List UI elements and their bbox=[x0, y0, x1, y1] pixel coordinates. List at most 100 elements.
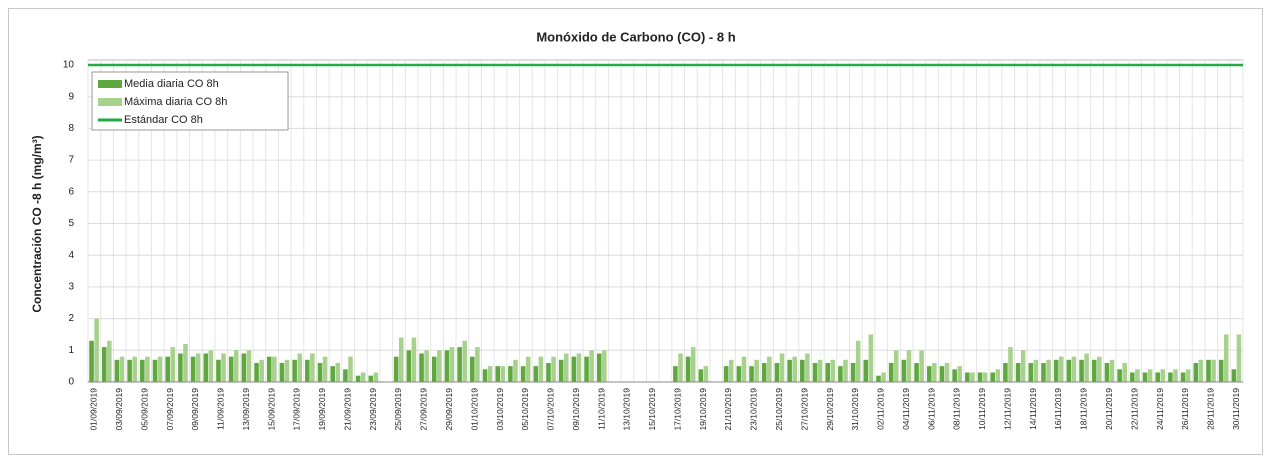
bar bbox=[1198, 359, 1204, 382]
x-tick-label: 13/09/2019 bbox=[241, 388, 251, 431]
bar bbox=[1015, 362, 1021, 382]
bar bbox=[817, 359, 823, 382]
bar bbox=[1218, 359, 1224, 382]
bar bbox=[437, 350, 442, 382]
bar bbox=[538, 356, 544, 382]
bar bbox=[749, 366, 754, 382]
bar bbox=[1041, 362, 1046, 382]
bar bbox=[145, 356, 150, 382]
bar bbox=[431, 356, 437, 382]
bar bbox=[792, 356, 797, 382]
x-tick-label: 03/10/2019 bbox=[495, 388, 505, 431]
x-tick-label: 31/10/2019 bbox=[850, 388, 860, 431]
bar bbox=[1071, 356, 1077, 382]
bar bbox=[893, 350, 899, 382]
bar bbox=[698, 369, 704, 382]
x-tick-label: 07/10/2019 bbox=[546, 388, 556, 431]
x-tick-label: 15/09/2019 bbox=[266, 388, 276, 431]
bar bbox=[355, 375, 361, 382]
bar bbox=[475, 347, 480, 382]
bar bbox=[1109, 359, 1115, 382]
bar bbox=[825, 362, 830, 382]
bar bbox=[919, 350, 924, 382]
bar bbox=[322, 356, 328, 382]
bar bbox=[482, 369, 488, 382]
bar bbox=[203, 353, 209, 382]
bar bbox=[1193, 362, 1199, 382]
bar bbox=[348, 356, 353, 382]
bar bbox=[1020, 350, 1026, 382]
bar bbox=[449, 347, 455, 382]
bar bbox=[558, 359, 564, 382]
bar bbox=[1180, 372, 1186, 382]
x-tick-label: 16/11/2019 bbox=[1053, 388, 1063, 430]
bar bbox=[876, 375, 881, 382]
bar bbox=[602, 350, 607, 382]
x-tick-label: 28/11/2019 bbox=[1206, 388, 1216, 430]
bar bbox=[279, 362, 285, 382]
bar bbox=[1122, 362, 1127, 382]
x-tick-label: 27/10/2019 bbox=[799, 388, 809, 431]
x-tick-label: 17/09/2019 bbox=[292, 388, 302, 431]
bar bbox=[1185, 369, 1191, 382]
bar bbox=[995, 369, 1001, 382]
y-tick-label: 4 bbox=[68, 250, 74, 261]
bar bbox=[1104, 362, 1110, 382]
x-tick-label: 13/10/2019 bbox=[622, 388, 632, 431]
bar bbox=[571, 356, 577, 382]
bar bbox=[1079, 359, 1084, 382]
bar bbox=[508, 366, 513, 382]
bar bbox=[393, 356, 399, 382]
bar bbox=[1223, 334, 1229, 382]
x-tick-label: 19/09/2019 bbox=[317, 388, 327, 431]
bar bbox=[576, 353, 582, 382]
bar bbox=[868, 334, 874, 382]
bar bbox=[114, 359, 120, 382]
bar bbox=[728, 359, 734, 382]
x-tick-label: 20/11/2019 bbox=[1104, 388, 1114, 430]
y-axis-label: Concentración CO -8 h (mg/m³) bbox=[30, 135, 44, 312]
x-tick-label: 29/09/2019 bbox=[444, 388, 454, 431]
bar bbox=[888, 362, 894, 382]
bar bbox=[1160, 369, 1166, 382]
bar bbox=[1211, 359, 1216, 382]
x-tick-label: 07/09/2019 bbox=[165, 388, 175, 431]
bar bbox=[690, 347, 696, 382]
bar bbox=[1033, 359, 1039, 382]
x-tick-label: 24/11/2019 bbox=[1155, 388, 1165, 430]
x-tick-label: 18/11/2019 bbox=[1079, 388, 1089, 430]
bar bbox=[881, 372, 886, 382]
bar bbox=[1058, 356, 1064, 382]
bar bbox=[723, 366, 729, 382]
legend-label: Media diaria CO 8h bbox=[124, 78, 219, 90]
bar bbox=[525, 356, 531, 382]
bar bbox=[190, 356, 196, 382]
bar bbox=[132, 356, 137, 382]
bar bbox=[1155, 372, 1160, 382]
y-tick-label: 10 bbox=[63, 60, 75, 71]
y-tick-label: 6 bbox=[68, 186, 74, 197]
bar bbox=[830, 359, 836, 382]
bar bbox=[398, 337, 404, 382]
x-tick-label: 03/09/2019 bbox=[114, 388, 124, 431]
x-tick-label: 29/10/2019 bbox=[825, 388, 835, 431]
bar bbox=[596, 353, 602, 382]
bar bbox=[589, 350, 594, 382]
x-tick-label: 17/10/2019 bbox=[672, 388, 682, 431]
bar bbox=[533, 366, 539, 382]
bar bbox=[462, 340, 467, 382]
bar bbox=[563, 353, 569, 382]
bar bbox=[546, 362, 551, 382]
bar bbox=[939, 366, 945, 382]
bar bbox=[221, 353, 226, 382]
bar bbox=[779, 353, 785, 382]
bar bbox=[703, 366, 709, 382]
bar bbox=[246, 350, 252, 382]
bar bbox=[767, 356, 772, 382]
bar bbox=[101, 347, 107, 382]
bar bbox=[241, 353, 247, 382]
x-tick-label: 23/09/2019 bbox=[368, 388, 378, 431]
bar bbox=[787, 359, 792, 382]
bar bbox=[152, 359, 158, 382]
